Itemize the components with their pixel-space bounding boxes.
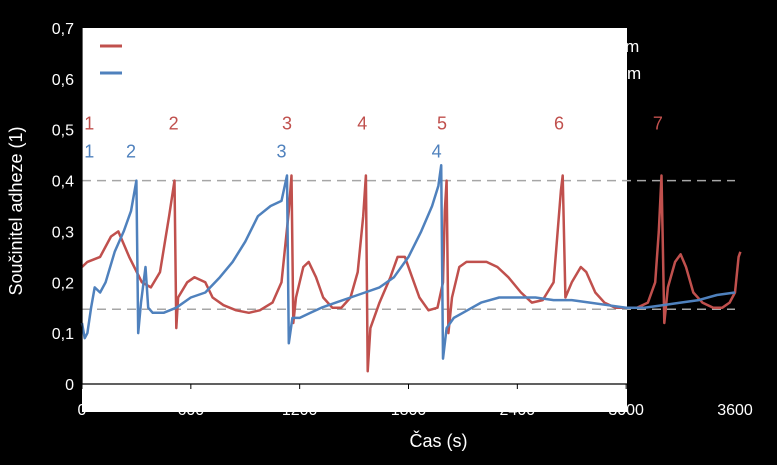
- peak-label: 2: [126, 142, 136, 162]
- y-tick-label: 0,4: [52, 174, 74, 191]
- y-tick-label: 0: [65, 377, 74, 394]
- y-tick-label: 0,1: [52, 326, 74, 343]
- y-tick-label: 0,5: [52, 123, 74, 140]
- x-tick-label: 0: [78, 402, 87, 419]
- x-tick-label: 3000: [608, 402, 644, 419]
- y-tick-label: 0,3: [52, 224, 74, 241]
- x-tick-label: 3600: [717, 402, 753, 419]
- legend-label-1: 7,5 % bentonit + 5 % mastek L + 2 % disu…: [124, 37, 639, 56]
- peak-label: 3: [282, 114, 292, 134]
- peak-label: 7: [653, 114, 663, 134]
- series-line-2: [80, 164, 736, 360]
- peak-label: 1: [84, 114, 94, 134]
- peak-label: 5: [437, 114, 447, 134]
- legend-label-2: 7,5 % bentonit + 5 % mastek L + 2 % disu…: [124, 64, 641, 83]
- y-tick-label: 0,6: [52, 72, 74, 89]
- y-tick-label: 0,7: [52, 21, 74, 38]
- x-tick-label: 1200: [282, 402, 318, 419]
- peak-label: 4: [432, 142, 442, 162]
- peak-label: 4: [357, 114, 367, 134]
- peak-label: 6: [554, 114, 564, 134]
- x-axis-title: Čas (s): [410, 430, 468, 451]
- y-axis-title: Součinitel adheze (1): [6, 126, 26, 295]
- peak-label: 2: [169, 114, 179, 134]
- x-tick-label: 600: [177, 402, 204, 419]
- series-line-1: [81, 174, 742, 373]
- peak-label: 1: [84, 142, 94, 162]
- x-tick-label: 2400: [500, 402, 536, 419]
- plot-area-background: [82, 28, 627, 412]
- y-tick-label: 0,2: [52, 275, 74, 292]
- peak-label: 3: [277, 142, 287, 162]
- x-tick-label: 1800: [391, 402, 427, 419]
